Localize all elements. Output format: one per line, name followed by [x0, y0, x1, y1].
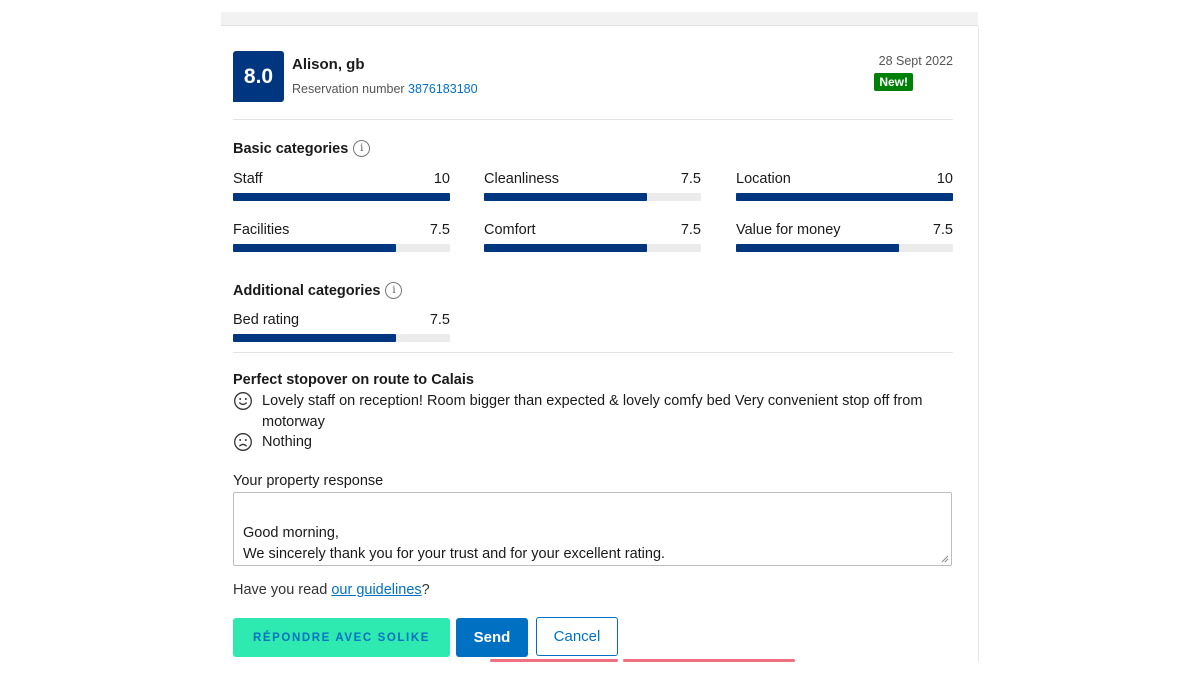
negative-comment-text: Nothing — [262, 434, 312, 450]
category-value: 10 — [433, 171, 450, 187]
positive-comment: Lovely staff on reception! Room bigger t… — [233, 391, 962, 433]
category-label: Comfort — [484, 222, 536, 238]
highlight-underline — [623, 659, 795, 662]
response-text[interactable]: Good morning, We sincerely thank you for… — [243, 524, 666, 563]
header-divider — [233, 119, 953, 120]
category-value: 7.5 — [680, 171, 701, 187]
reservation-number-link[interactable]: 3876183180 — [408, 82, 478, 96]
resize-handle-icon[interactable] — [941, 555, 949, 563]
top-bar — [221, 12, 978, 26]
positive-comment-text: Lovely staff on reception! Room bigger t… — [262, 393, 923, 430]
review-date: 28 Sept 2022 — [878, 54, 953, 68]
reservation-label: Reservation number — [292, 82, 405, 96]
review-title: Perfect stopover on route to Calais — [233, 372, 474, 388]
guidelines-suffix: ? — [421, 582, 430, 598]
category-bar-fill — [233, 334, 396, 342]
response-textarea[interactable]: Good morning, We sincerely thank you for… — [233, 492, 952, 566]
category-bar — [736, 244, 953, 252]
category-label: Staff — [233, 171, 263, 187]
sad-face-icon — [234, 433, 252, 451]
category-location: Location 10 — [736, 171, 953, 201]
category-label: Bed rating — [233, 312, 300, 328]
review-card: 8.0 Alison, gb Reservation number 387618… — [221, 26, 979, 662]
new-badge: New! — [874, 73, 913, 91]
category-bar-fill — [736, 244, 899, 252]
send-button[interactable]: Send — [456, 618, 528, 657]
category-facilities: Facilities 7.5 — [233, 222, 450, 252]
category-value-for-money: Value for money 7.5 — [736, 222, 953, 252]
category-label: Facilities — [233, 222, 290, 238]
category-value: 10 — [936, 171, 953, 187]
review-score-badge: 8.0 — [233, 51, 284, 102]
guidelines-prefix: Have you read — [233, 582, 332, 598]
guidelines-prompt: Have you read our guidelines? — [233, 582, 430, 598]
category-bar-fill — [736, 193, 953, 201]
category-value: 7.5 — [429, 312, 450, 328]
category-cleanliness: Cleanliness 7.5 — [484, 171, 701, 201]
category-bar — [484, 244, 701, 252]
category-bar-fill — [233, 244, 396, 252]
category-label: Location — [736, 171, 791, 187]
category-bar — [736, 193, 953, 201]
negative-comment: Nothing — [233, 432, 962, 453]
guidelines-link[interactable]: our guidelines — [331, 582, 422, 598]
category-bar-fill — [484, 193, 647, 201]
cancel-button[interactable]: Cancel — [536, 617, 618, 656]
reply-with-solike-button[interactable]: RÉPONDRE AVEC SOLIKE — [233, 618, 450, 657]
category-staff: Staff 10 — [233, 171, 450, 201]
additional-categories-heading: Additional categories i — [233, 282, 403, 299]
highlight-underline — [490, 659, 618, 662]
category-bar — [233, 334, 450, 342]
category-bar — [484, 193, 701, 201]
category-label: Cleanliness — [484, 171, 559, 187]
reviewer-name: Alison, gb — [292, 56, 365, 73]
category-value: 7.5 — [429, 222, 450, 238]
category-bed-rating: Bed rating 7.5 — [233, 312, 450, 342]
category-comfort: Comfort 7.5 — [484, 222, 701, 252]
category-bar-fill — [484, 244, 647, 252]
category-bar-fill — [233, 193, 450, 201]
reservation-line: Reservation number 3876183180 — [292, 82, 478, 96]
category-value: 7.5 — [680, 222, 701, 238]
category-value: 7.5 — [932, 222, 953, 238]
info-icon[interactable]: i — [385, 282, 403, 299]
category-bar — [233, 244, 450, 252]
additional-categories-title: Additional categories — [233, 282, 381, 299]
categories-divider — [233, 352, 953, 353]
basic-categories-heading: Basic categories i — [233, 140, 371, 157]
basic-categories-title: Basic categories — [233, 140, 349, 157]
info-icon[interactable]: i — [353, 140, 371, 157]
smiley-face-icon — [234, 392, 252, 410]
response-label: Your property response — [233, 473, 384, 489]
category-bar — [233, 193, 450, 201]
category-label: Value for money — [736, 222, 841, 238]
